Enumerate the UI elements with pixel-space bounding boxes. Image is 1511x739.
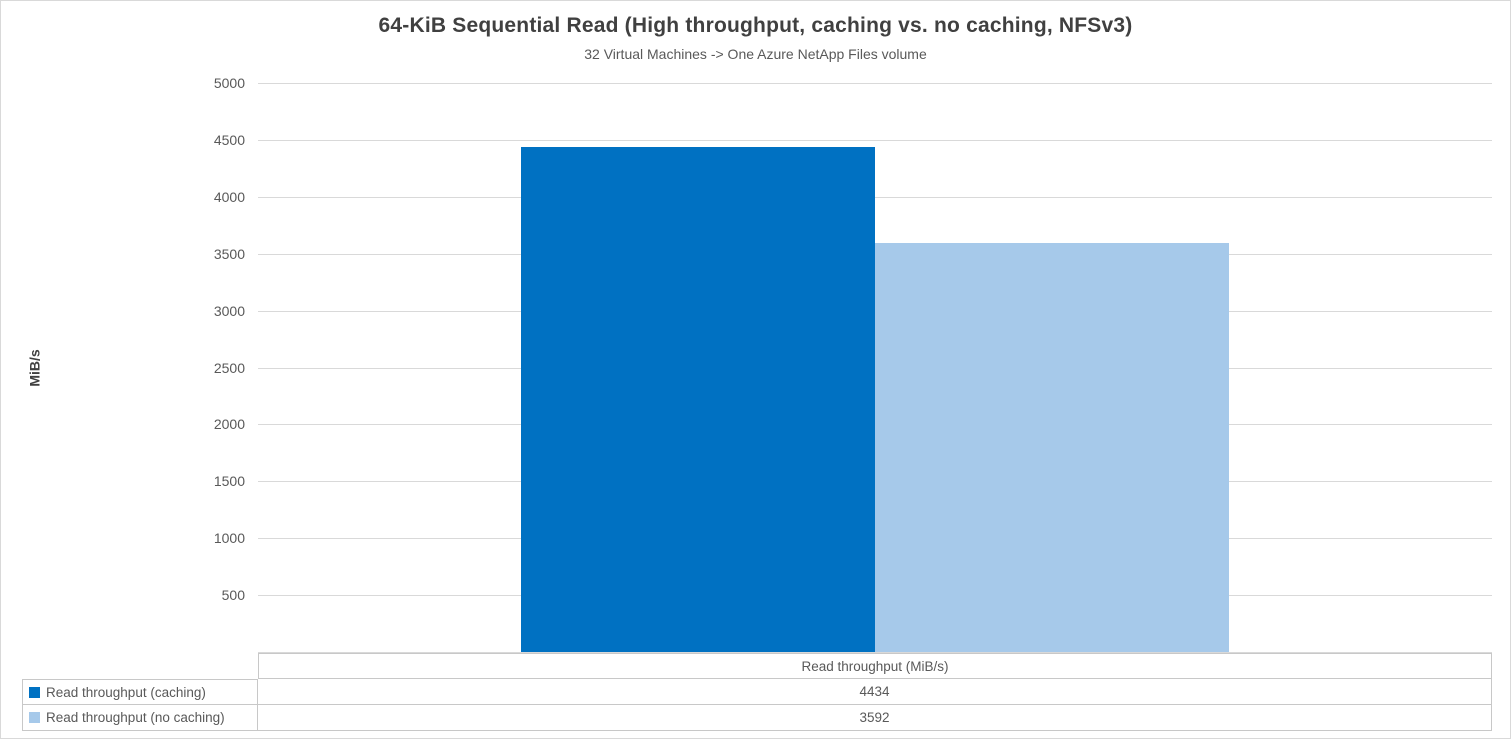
bar-series-1 [521, 147, 875, 652]
gridline-4500 [258, 139, 1492, 141]
legend-swatch-icon [29, 712, 40, 723]
bars [258, 83, 1492, 652]
y-tick-label-5000: 5000 [213, 75, 245, 91]
chart-title: 64-KiB Sequential Read (High throughput,… [378, 14, 1133, 37]
bar-series-2 [875, 243, 1229, 652]
table-corner-spacer [22, 653, 258, 679]
legend-label: Read throughput (no caching) [46, 710, 225, 725]
chart-subtitle: 32 Virtual Machines -> One Azure NetApp … [584, 46, 927, 62]
gridline-4000 [258, 196, 1492, 198]
y-axis-title: MiB/s [15, 83, 55, 652]
y-tick-label-500: 500 [221, 587, 245, 604]
table-value-1: 4434 [258, 679, 1492, 705]
y-tick-label-4500: 4500 [213, 131, 245, 148]
y-tick-label-3000: 3000 [213, 302, 245, 319]
legend-label: Read throughput (caching) [46, 684, 206, 700]
plot-area: 500 1000 1500 2000 2500 3000 3500 4000 4500 5000 [214, 75, 1492, 653]
data-table: Read throughput (MiB/s) Read throughput … [22, 653, 1492, 731]
legend-swatch-icon [29, 686, 40, 698]
y-tick-label-4000: 4000 [213, 188, 245, 205]
table-header: Read throughput (MiB/s) [258, 653, 1492, 679]
y-tick-label-1500: 1500 [213, 473, 245, 490]
y-tick-label-2500: 2500 [213, 359, 245, 376]
y-tick-label-3500: 3500 [213, 245, 245, 262]
gridline-5000 [258, 83, 1492, 84]
y-tick-label-1000: 1000 [213, 530, 245, 547]
y-tick-label-2000: 2000 [213, 416, 245, 433]
legend-item-1: Read throughput (caching) [22, 679, 258, 705]
table-value-2: 3592 [258, 705, 1492, 731]
y-axis-title-text: MiB/s [27, 348, 43, 387]
legend-item-2: Read throughput (no caching) [22, 705, 258, 731]
gridline-0 [258, 652, 1492, 653]
